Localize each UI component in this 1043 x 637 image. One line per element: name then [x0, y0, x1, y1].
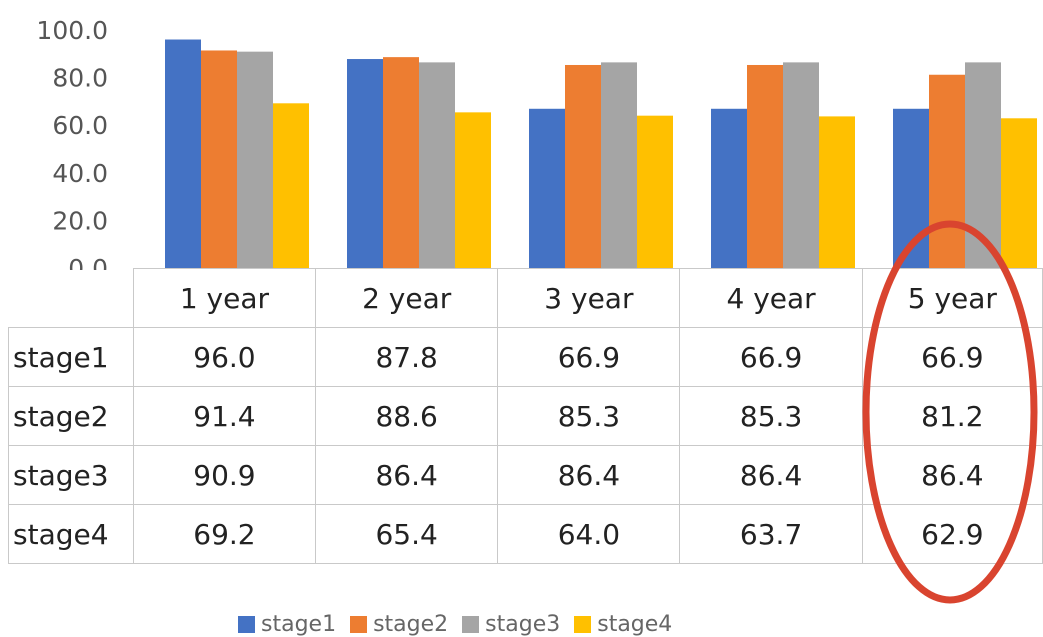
bar-stage3: [601, 62, 637, 269]
bar-stage1: [529, 108, 565, 268]
legend-item-stage2: stage2: [350, 612, 448, 637]
bar-plot-area: 100.0 80.0 60.0 40.0 20.0 0.0: [36, 16, 1037, 270]
y-tick-label: 60.0: [52, 111, 108, 140]
legend-swatch: [238, 615, 255, 633]
table-cell: 66.9: [497, 327, 681, 387]
table-cell: 66.9: [679, 327, 863, 387]
category-header: 1 year: [132, 268, 317, 328]
category-header: 5 year: [861, 268, 1043, 328]
legend-label: stage4: [597, 611, 673, 637]
bar-stage2: [201, 50, 237, 268]
y-tick-label: 20.0: [52, 206, 108, 235]
bar-stage1: [347, 59, 383, 269]
legend-swatch: [462, 615, 480, 633]
bar-stage4: [273, 103, 309, 268]
table-cell: 91.4: [132, 386, 317, 446]
y-tick-label: 80.0: [52, 64, 108, 93]
legend-item-stage1: stage1: [238, 612, 336, 637]
table-cell: 66.9: [861, 327, 1043, 387]
bar-stage4: [637, 115, 673, 269]
table-cell: 96.0: [132, 327, 317, 387]
table-cell: 87.8: [315, 327, 499, 387]
bar-stage1: [893, 108, 929, 268]
series-row-label: stage3: [8, 445, 134, 505]
table-cell: 86.4: [315, 445, 499, 505]
series-row-label: stage4: [8, 504, 134, 564]
data-table: 1 year 2 year 3 year 4 year 5 year stage…: [8, 268, 1043, 564]
bar-stage3: [965, 62, 1001, 269]
bar-stage2: [565, 64, 601, 269]
bar-stage2: [747, 64, 783, 269]
y-tick-label: 0.0: [68, 254, 108, 270]
legend-swatch: [350, 615, 368, 633]
table-cell: 69.2: [132, 504, 317, 564]
table-cell: 86.4: [861, 445, 1043, 505]
bar-stage4: [819, 116, 855, 268]
table-row: stage4 69.2 65.4 64.0 63.7 62.9: [8, 504, 1043, 564]
table-cell: 85.3: [497, 386, 681, 446]
legend-item-stage3: stage3: [462, 612, 560, 637]
y-tick-label: 100.0: [36, 16, 108, 45]
table-cell: 86.4: [497, 445, 681, 505]
legend-label: stage3: [485, 611, 561, 637]
table-cell: 88.6: [315, 386, 499, 446]
bar-stage3: [419, 62, 455, 269]
legend-item-stage4: stage4: [574, 612, 672, 637]
table-row: stage3 90.9 86.4 86.4 86.4 86.4: [8, 445, 1043, 505]
bar-stage1: [711, 108, 747, 268]
table-cell: 90.9: [132, 445, 317, 505]
table-cell: 65.4: [315, 504, 499, 564]
legend: stage1 stage2 stage3 stage4: [238, 612, 686, 637]
table-cell: 62.9: [861, 504, 1043, 564]
series-row-label: stage2: [8, 386, 134, 446]
bar-stage2: [383, 57, 419, 268]
table-cell: 81.2: [861, 386, 1043, 446]
bar-stage4: [1001, 118, 1037, 268]
legend-swatch: [574, 615, 592, 633]
table-cell: 86.4: [679, 445, 863, 505]
legend-label: stage2: [373, 611, 449, 637]
bar-stage3: [237, 51, 273, 268]
y-tick-label: 40.0: [52, 159, 108, 188]
table-cell: 63.7: [679, 504, 863, 564]
series-row-label: stage1: [8, 327, 134, 387]
bar-stage3: [783, 62, 819, 269]
legend-label: stage1: [261, 611, 337, 637]
table-row: stage2 91.4 88.6 85.3 85.3 81.2: [8, 386, 1043, 446]
table-row: stage1 96.0 87.8 66.9 66.9 66.9: [8, 327, 1043, 387]
table-cell: 85.3: [679, 386, 863, 446]
table-corner: [9, 269, 134, 328]
category-header: 3 year: [497, 268, 681, 328]
category-header: 4 year: [679, 268, 863, 328]
category-header: 2 year: [315, 268, 499, 328]
bar-stage2: [929, 74, 965, 268]
bar-stage1: [165, 39, 201, 268]
bar-stage4: [455, 112, 491, 269]
table-cell: 64.0: [497, 504, 681, 564]
table-header-row: 1 year 2 year 3 year 4 year 5 year: [9, 268, 1043, 328]
